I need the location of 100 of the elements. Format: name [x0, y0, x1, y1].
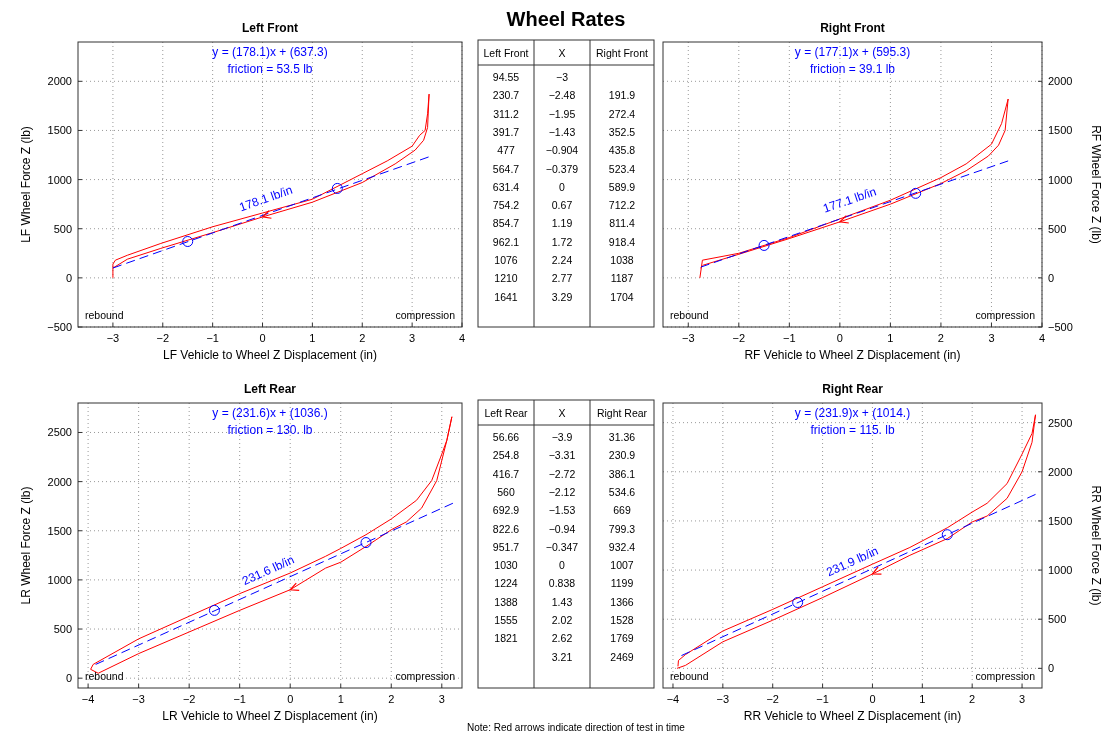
annotation: friction = 130. lb [227, 423, 313, 437]
text: 564.7 [492, 162, 520, 175]
text: −0.347 [545, 540, 579, 553]
y-tick-label: 1500 [47, 524, 72, 537]
text: 1.72 [551, 235, 573, 248]
y2-tick-label: 1500 [1048, 124, 1073, 137]
text: 1704 [610, 290, 634, 303]
category-label: Right Rear [596, 407, 648, 419]
y2-tick-label: 1500 [1048, 514, 1073, 527]
x-tick-label: 0 [259, 332, 266, 344]
chart-title: Left Front [242, 21, 298, 35]
y-tick-label: 0 [65, 271, 72, 284]
x-tick-label: −3 [132, 693, 145, 705]
text: 352.5 [608, 125, 636, 138]
text: 254.8 [492, 449, 520, 462]
y-tick-label: 0 [65, 672, 72, 685]
text: −3.31 [548, 449, 576, 462]
annotation: rebound [85, 670, 124, 682]
text: 669 [613, 504, 631, 517]
text: 230.9 [608, 449, 636, 462]
x-tick-label: −4 [666, 693, 680, 705]
text: 1030 [494, 559, 518, 572]
text: 811.4 [609, 217, 635, 230]
text: 1199 [610, 577, 634, 590]
x-tick-label: 0 [287, 693, 294, 705]
text: −2.48 [548, 89, 576, 102]
text: 918.4 [608, 235, 636, 248]
x-tick-label: 4 [1038, 332, 1046, 344]
x-tick-label: 0 [869, 693, 876, 705]
y-tick-label: 1000 [47, 173, 72, 186]
category-label: Left Rear [484, 407, 529, 419]
y-tick-label: 500 [53, 222, 72, 235]
text: 1210 [494, 272, 518, 285]
text: 386.1 [608, 467, 636, 480]
text: 1076 [494, 254, 518, 266]
text: 0.67 [551, 199, 573, 212]
text: 3.29 [551, 290, 573, 303]
text: 2.77 [551, 272, 573, 285]
x-tick-label: 3 [1018, 693, 1026, 705]
annotation: y = (177.1)x + (595.3) [794, 45, 911, 59]
x-tick-label: 3 [438, 693, 445, 705]
text: 822.6 [492, 522, 520, 535]
annotation: 178.1 lb/in [237, 182, 295, 215]
x-tick-label: −1 [233, 693, 246, 705]
x-tick-label: −4 [81, 693, 95, 705]
x-tick-label: 4 [458, 332, 466, 344]
text: 435.8 [608, 144, 636, 157]
y2-tick-label: 0 [1048, 271, 1055, 284]
annotation: compression [395, 309, 456, 321]
x-tick-label: 2 [388, 693, 395, 705]
text: 1388 [494, 595, 518, 608]
annotation: rebound [670, 309, 709, 321]
x-tick-label: −3 [681, 332, 695, 344]
text: −2.72 [548, 467, 576, 480]
y2-tick-label: 2000 [1048, 75, 1073, 88]
text: −1.95 [548, 107, 576, 120]
y2-axis-title: RF Wheel Force Z (lb) [1089, 125, 1103, 244]
text: 1555 [494, 614, 518, 626]
text: 631.4 [492, 180, 520, 193]
text: 962.1 [492, 235, 520, 248]
text: 589.9 [608, 180, 636, 193]
x-tick-label: −1 [206, 332, 219, 344]
text: 31.36 [608, 431, 636, 443]
text: Note: Red arrows indicate direction of test in time [467, 722, 686, 733]
text: 1187 [610, 272, 634, 285]
text: 0.838 [548, 577, 576, 590]
y2-tick-label: 1000 [1048, 564, 1073, 577]
text: 754.2 [492, 199, 520, 212]
text: −0.94 [548, 522, 576, 535]
text: Wheel Rates [506, 8, 626, 30]
text: 951.7 [492, 540, 520, 553]
text: 1769 [610, 632, 634, 645]
text: 0 [559, 559, 566, 572]
x-tick-label: −1 [783, 332, 796, 344]
annotation: y = (178.1)x + (637.3) [212, 45, 328, 59]
annotation: friction = 115. lb [810, 423, 895, 437]
x-axis-title: LF Vehicle to Wheel Z Displacement (in) [162, 348, 378, 362]
y-axis-title: LF Wheel Force Z (lb) [19, 126, 33, 243]
text: 1.43 [551, 595, 573, 608]
text: 1007 [610, 559, 634, 572]
annotation: compression [975, 670, 1036, 682]
text: 191.9 [608, 89, 636, 102]
y-tick-label: 2000 [47, 475, 72, 488]
annotation: friction = 39.1 lb [809, 62, 896, 76]
text: 0 [559, 180, 566, 193]
y-tick-label: 500 [53, 623, 72, 636]
text: −3 [556, 71, 569, 83]
text: 1366 [610, 595, 634, 608]
x-tick-label: 1 [919, 693, 926, 705]
annotation: y = (231.6)x + (1036.) [212, 406, 328, 420]
text: −0.904 [545, 144, 579, 157]
x-tick-label: 0 [836, 332, 843, 344]
text: 1528 [610, 614, 634, 626]
text: 692.9 [492, 504, 520, 517]
chart-title: Right Rear [822, 382, 884, 396]
x-tick-label: −2 [732, 332, 746, 344]
text: 94.55 [492, 71, 520, 83]
text: 560 [497, 485, 515, 498]
text: 712.2 [608, 199, 636, 212]
x-tick-label: −2 [766, 693, 779, 705]
